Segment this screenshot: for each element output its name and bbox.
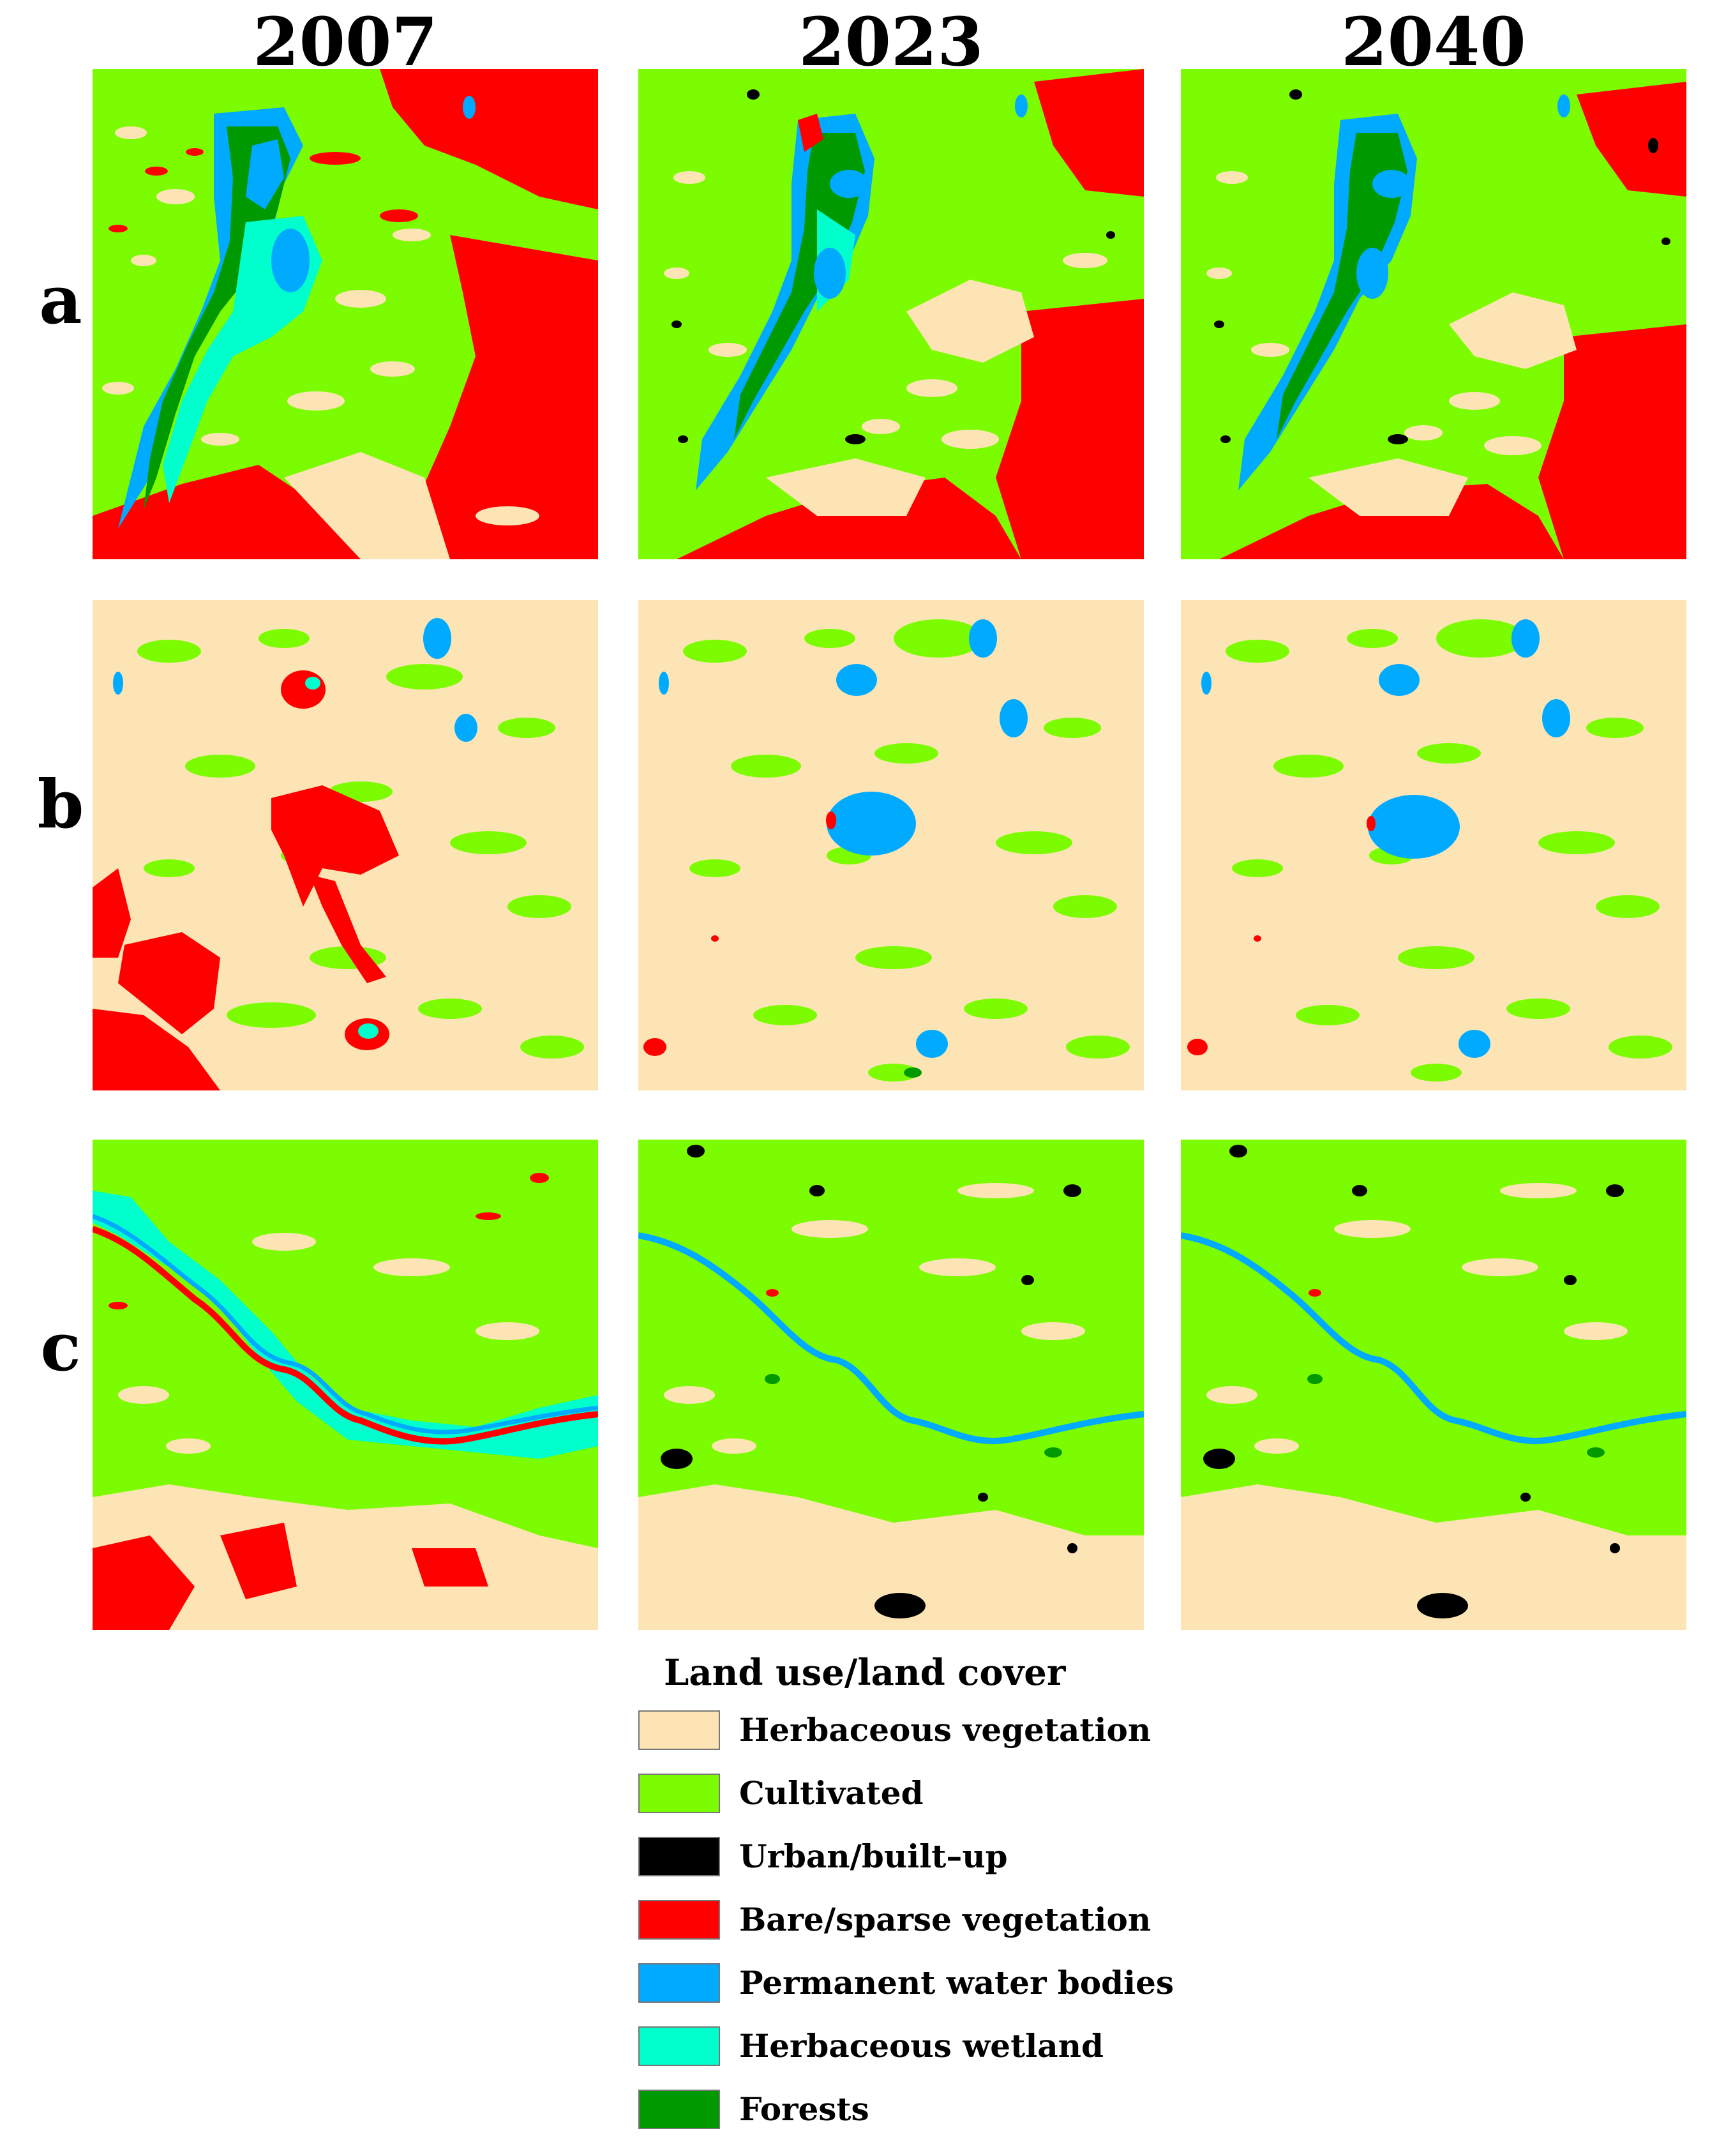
map-b-2007 bbox=[93, 600, 598, 1090]
row-label-b: b bbox=[37, 765, 84, 843]
column-header-2007: 2007 bbox=[253, 3, 438, 81]
map-c-2040 bbox=[1181, 1140, 1686, 1630]
legend-swatch bbox=[638, 1774, 720, 1813]
legend-label: Cultivated bbox=[739, 1774, 924, 1812]
row-label-a: a bbox=[39, 260, 82, 339]
legend-swatch bbox=[638, 1710, 720, 1750]
legend-swatch bbox=[638, 1963, 720, 2003]
map-c-2007 bbox=[93, 1140, 598, 1630]
column-header-2023: 2023 bbox=[799, 3, 984, 81]
map-a-2040 bbox=[1181, 69, 1686, 559]
map-a-2023 bbox=[638, 69, 1144, 559]
legend-item: Permanent water bodies bbox=[638, 1961, 1213, 2005]
legend-swatch bbox=[638, 2026, 720, 2066]
legend-item: Herbaceous wetland bbox=[638, 2024, 1213, 2069]
legend-label: Forests bbox=[739, 2090, 869, 2128]
legend: Land use/land cover Herbaceous vegetatio… bbox=[638, 1647, 1213, 2152]
map-b-2023 bbox=[638, 600, 1144, 1090]
legend-swatch bbox=[638, 1837, 720, 1876]
map-a-2007 bbox=[93, 69, 598, 559]
legend-item: Herbaceous vegetation bbox=[638, 1708, 1213, 1753]
legend-item: Urban/built–up bbox=[638, 1834, 1213, 1879]
map-c-2023 bbox=[638, 1140, 1144, 1630]
legend-item: Bare/sparse vegetation bbox=[638, 1897, 1213, 1942]
legend-item: Forests bbox=[638, 2087, 1213, 2132]
legend-item: Cultivated bbox=[638, 1771, 1213, 1816]
legend-swatch bbox=[638, 1900, 720, 1940]
legend-title: Land use/land cover bbox=[664, 1652, 1066, 1694]
map-b-2040 bbox=[1181, 600, 1686, 1090]
column-header-2040: 2040 bbox=[1341, 3, 1526, 81]
legend-label: Herbaceous vegetation bbox=[739, 1711, 1151, 1749]
row-label-c: c bbox=[40, 1308, 81, 1386]
legend-label: Bare/sparse vegetation bbox=[739, 1901, 1151, 1938]
legend-label: Permanent water bodies bbox=[739, 1964, 1174, 2001]
legend-swatch bbox=[638, 2090, 720, 2129]
legend-label: Herbaceous wetland bbox=[739, 2027, 1104, 2065]
legend-label: Urban/built–up bbox=[739, 1837, 1008, 1875]
